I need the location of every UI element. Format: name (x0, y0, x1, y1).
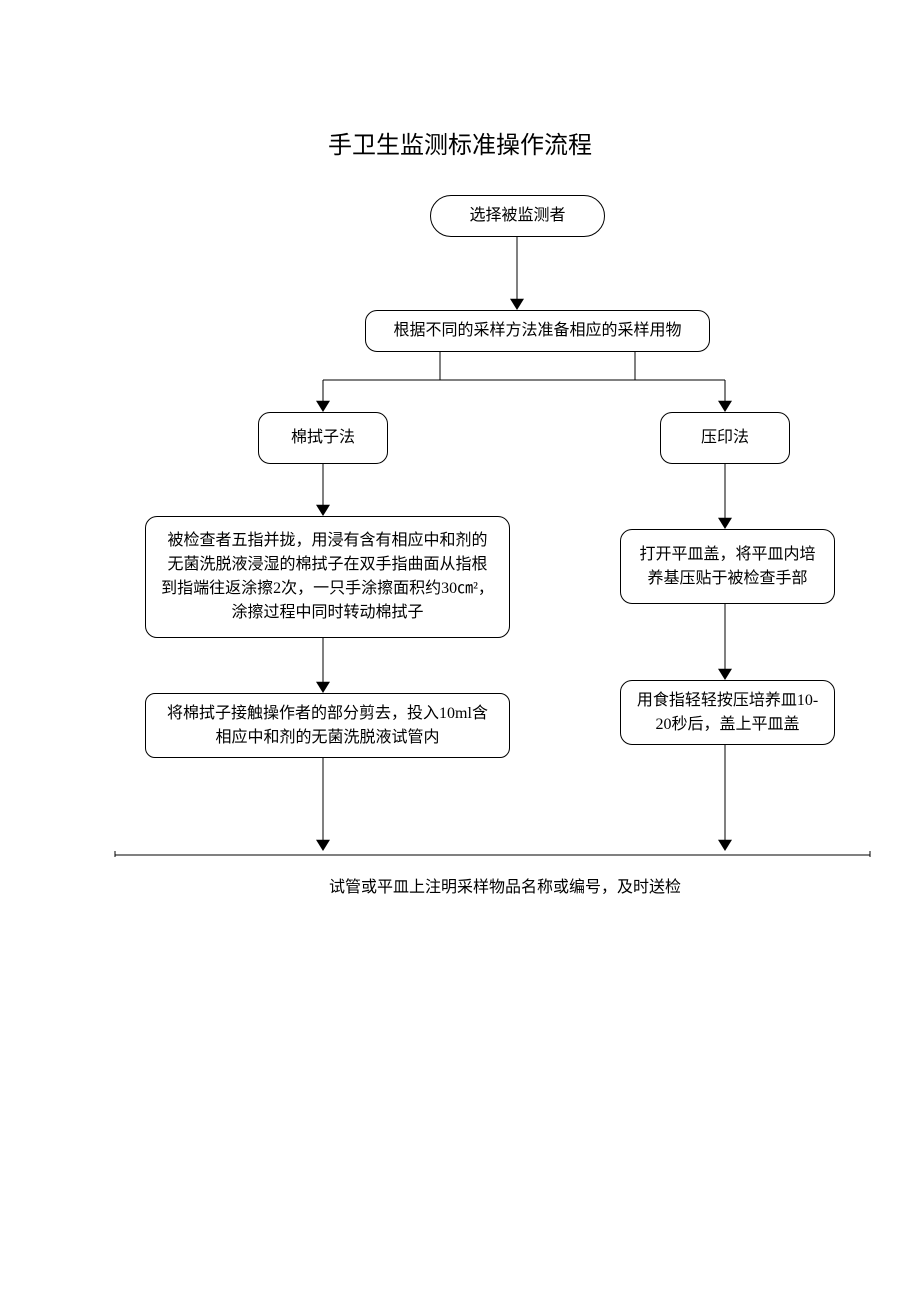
node-swab-tube: 将棉拭子接触操作者的部分剪去，投入10ml含相应中和剂的无菌洗脱液试管内 (145, 693, 510, 758)
node-swab-procedure: 被检查者五指并拢，用浸有含有相应中和剂的无菌洗脱液浸湿的棉拭子在双手指曲面从指根… (145, 516, 510, 638)
node-press-procedure: 打开平皿盖，将平皿内培养基压贴于被检查手部 (620, 529, 835, 604)
node-swab-method: 棉拭子法 (258, 412, 388, 464)
node-press-method: 压印法 (660, 412, 790, 464)
node-prepare-materials: 根据不同的采样方法准备相应的采样用物 (365, 310, 710, 352)
node-press-dish: 用食指轻轻按压培养皿10-20秒后，盖上平皿盖 (620, 680, 835, 745)
footer-text: 试管或平皿上注明采样物品名称或编号，及时送检 (329, 873, 681, 897)
node-select-subject: 选择被监测者 (430, 195, 605, 237)
page-title: 手卫生监测标准操作流程 (0, 125, 920, 160)
